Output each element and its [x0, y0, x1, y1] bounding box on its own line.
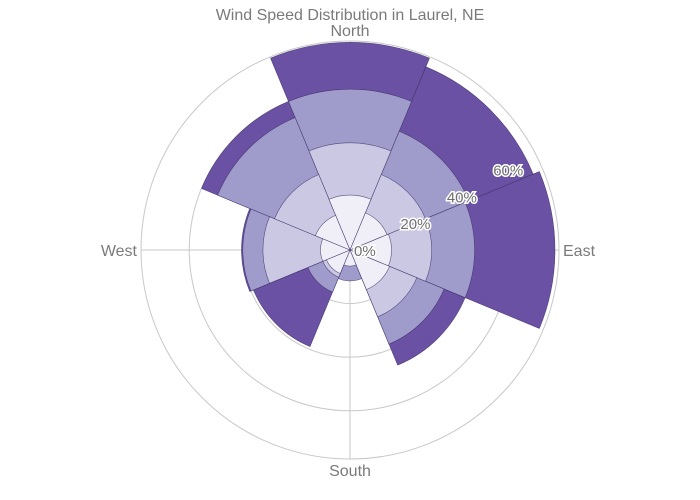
- direction-label-south: South: [329, 463, 371, 480]
- bar-series-1-w: [262, 216, 351, 284]
- radial-tick-label-60: 60%: [493, 163, 523, 180]
- bar-series-0-n: [328, 194, 372, 251]
- bar-series-0-nw: [314, 214, 351, 251]
- chart-title: Wind Speed Distribution in Laurel, NE: [216, 7, 485, 24]
- bars: [201, 42, 556, 366]
- direction-label-west: West: [101, 243, 138, 260]
- radial-tick-label-20: 20%: [400, 216, 430, 233]
- radial-tick-label-0: 0%: [354, 243, 376, 260]
- axis-labels: 0% 20% 40% 60% North East South West: [101, 23, 596, 480]
- direction-label-east: East: [563, 243, 596, 260]
- radial-tick-label-40: 40%: [447, 189, 477, 206]
- direction-label-north: North: [330, 23, 369, 40]
- bar-series-0-se: [349, 249, 391, 291]
